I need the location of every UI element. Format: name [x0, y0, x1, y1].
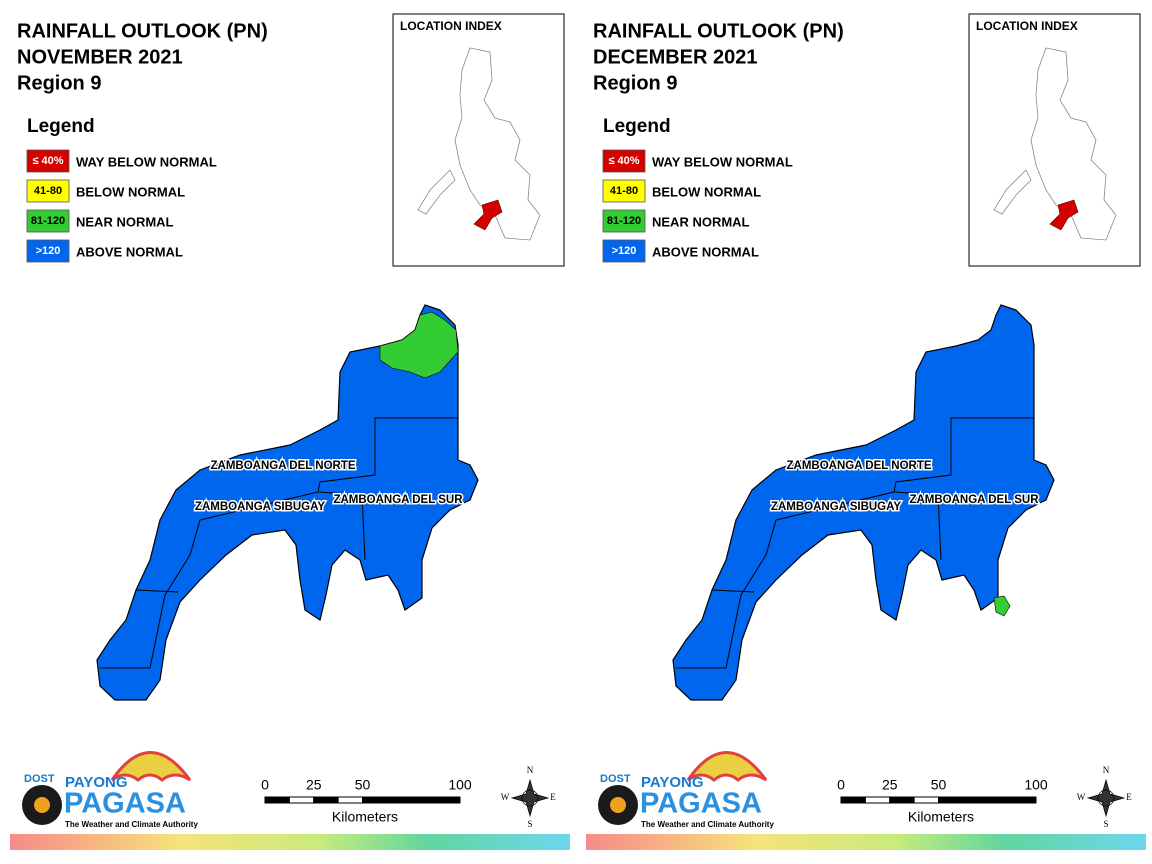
- scale-segment: [362, 796, 461, 804]
- scale-tick-label: 25: [306, 777, 322, 793]
- scale-tick-label: 100: [448, 777, 472, 793]
- inset-region-9: [1049, 199, 1079, 231]
- scale-tick-label: 100: [1024, 777, 1048, 793]
- compass-label: W: [1077, 792, 1086, 802]
- legend-swatch: [602, 209, 646, 233]
- scale-segment: [840, 796, 866, 804]
- legend-swatch: [26, 149, 70, 173]
- logo-brand: PAYONG: [65, 774, 128, 791]
- logo-umbrella: [110, 751, 192, 782]
- region-9-map: [672, 304, 1055, 701]
- legend-range: 81-120: [607, 215, 641, 227]
- compass-label: E: [550, 792, 556, 802]
- legend-range: >120: [612, 245, 637, 257]
- legend-range: ≤ 40%: [32, 155, 63, 167]
- logo-umbrella: [686, 751, 768, 782]
- legend-swatch: [602, 179, 646, 203]
- logo-seal-inner: [610, 797, 626, 813]
- province-label: ZAMBOANGA DEL NORTE: [210, 460, 355, 472]
- map-title: RAINFALL OUTLOOK (PN): [17, 20, 268, 42]
- legend-label: NEAR NORMAL: [76, 214, 174, 229]
- legend-range: ≤ 40%: [608, 155, 639, 167]
- compass-label: N: [1103, 765, 1110, 775]
- compass-rose: [1086, 778, 1126, 818]
- logo-agency: DOST: [24, 773, 55, 785]
- color-band: [586, 834, 1146, 850]
- province-label: ZAMBOANGA DEL NORTE: [786, 460, 931, 472]
- province-label: ZAMBOANGA SIBUGAY: [771, 501, 901, 513]
- legend-label: WAY BELOW NORMAL: [652, 154, 793, 169]
- scale-unit: Kilometers: [908, 809, 974, 825]
- near-normal-area: [379, 311, 459, 379]
- inset-title: LOCATION INDEX: [400, 19, 502, 33]
- legend-range: 81-120: [31, 215, 65, 227]
- logo-tagline: The Weather and Climate Authority: [641, 820, 774, 829]
- compass-label: E: [1126, 792, 1132, 802]
- province-border: [100, 417, 458, 669]
- legend-swatch: [26, 209, 70, 233]
- compass-rose: [510, 778, 550, 818]
- logo-agency: DOST: [600, 773, 631, 785]
- compass-label: S: [1103, 819, 1108, 829]
- legend-label: ABOVE NORMAL: [652, 244, 759, 259]
- logo-brand: PAYONG: [641, 774, 704, 791]
- logo-name: PAGASA: [640, 788, 762, 820]
- legend-swatch: [602, 149, 646, 173]
- scale-segment: [264, 796, 290, 804]
- scale-tick-label: 0: [837, 777, 845, 793]
- inset-region-9: [473, 199, 503, 231]
- map-title: Region 9: [593, 72, 677, 94]
- logo-name: PAGASA: [64, 788, 186, 820]
- scale-tick-label: 0: [261, 777, 269, 793]
- map-panel: RAINFALL OUTLOOK (PN) NOVEMBER 2021 Region…: [10, 13, 570, 850]
- scale-segment: [889, 796, 915, 804]
- scale-segment: [938, 796, 1037, 804]
- province-label: ZAMBOANGA SIBUGAY: [195, 501, 325, 513]
- map-title: DECEMBER 2021: [593, 46, 758, 68]
- color-band: [10, 834, 570, 850]
- legend-label: BELOW NORMAL: [76, 184, 185, 199]
- compass-label: S: [527, 819, 532, 829]
- scale-segment: [913, 796, 939, 804]
- region-9-map: [96, 304, 479, 701]
- legend-label: NEAR NORMAL: [652, 214, 750, 229]
- province-label: ZAMBOANGA DEL SUR: [909, 494, 1039, 506]
- scale-unit: Kilometers: [332, 809, 398, 825]
- legend-range: 41-80: [610, 185, 638, 197]
- scale-segment: [864, 796, 891, 804]
- legend-label: WAY BELOW NORMAL: [76, 154, 217, 169]
- scale-segment: [313, 796, 339, 804]
- legend-swatch: [602, 239, 646, 263]
- province-label: ZAMBOANGA DEL SUR: [333, 494, 463, 506]
- near-normal-area: [993, 595, 1011, 617]
- compass-label: N: [527, 765, 534, 775]
- compass-ring: [1097, 789, 1115, 807]
- map-title: NOVEMBER 2021: [17, 46, 183, 68]
- scale-segment: [288, 796, 315, 804]
- legend-title: Legend: [27, 116, 95, 137]
- compass-label: W: [501, 792, 510, 802]
- map-title: RAINFALL OUTLOOK (PN): [593, 20, 844, 42]
- map-title: Region 9: [17, 72, 101, 94]
- legend-range: 41-80: [34, 185, 62, 197]
- legend-title: Legend: [603, 116, 671, 137]
- scale-tick-label: 50: [931, 777, 947, 793]
- inset-philippines: [993, 47, 1117, 241]
- compass-ring: [521, 789, 539, 807]
- legend-swatch: [26, 239, 70, 263]
- inset-philippines: [417, 47, 541, 241]
- legend-label: BELOW NORMAL: [652, 184, 761, 199]
- inset-title: LOCATION INDEX: [976, 19, 1078, 33]
- province-border: [676, 417, 1034, 669]
- scale-tick-label: 25: [882, 777, 898, 793]
- scale-tick-label: 50: [355, 777, 371, 793]
- legend-range: >120: [36, 245, 61, 257]
- legend-label: ABOVE NORMAL: [76, 244, 183, 259]
- logo-seal-inner: [34, 797, 50, 813]
- logo-tagline: The Weather and Climate Authority: [65, 820, 198, 829]
- legend-swatch: [26, 179, 70, 203]
- map-panel: RAINFALL OUTLOOK (PN) DECEMBER 2021 Region…: [586, 13, 1146, 850]
- scale-segment: [337, 796, 363, 804]
